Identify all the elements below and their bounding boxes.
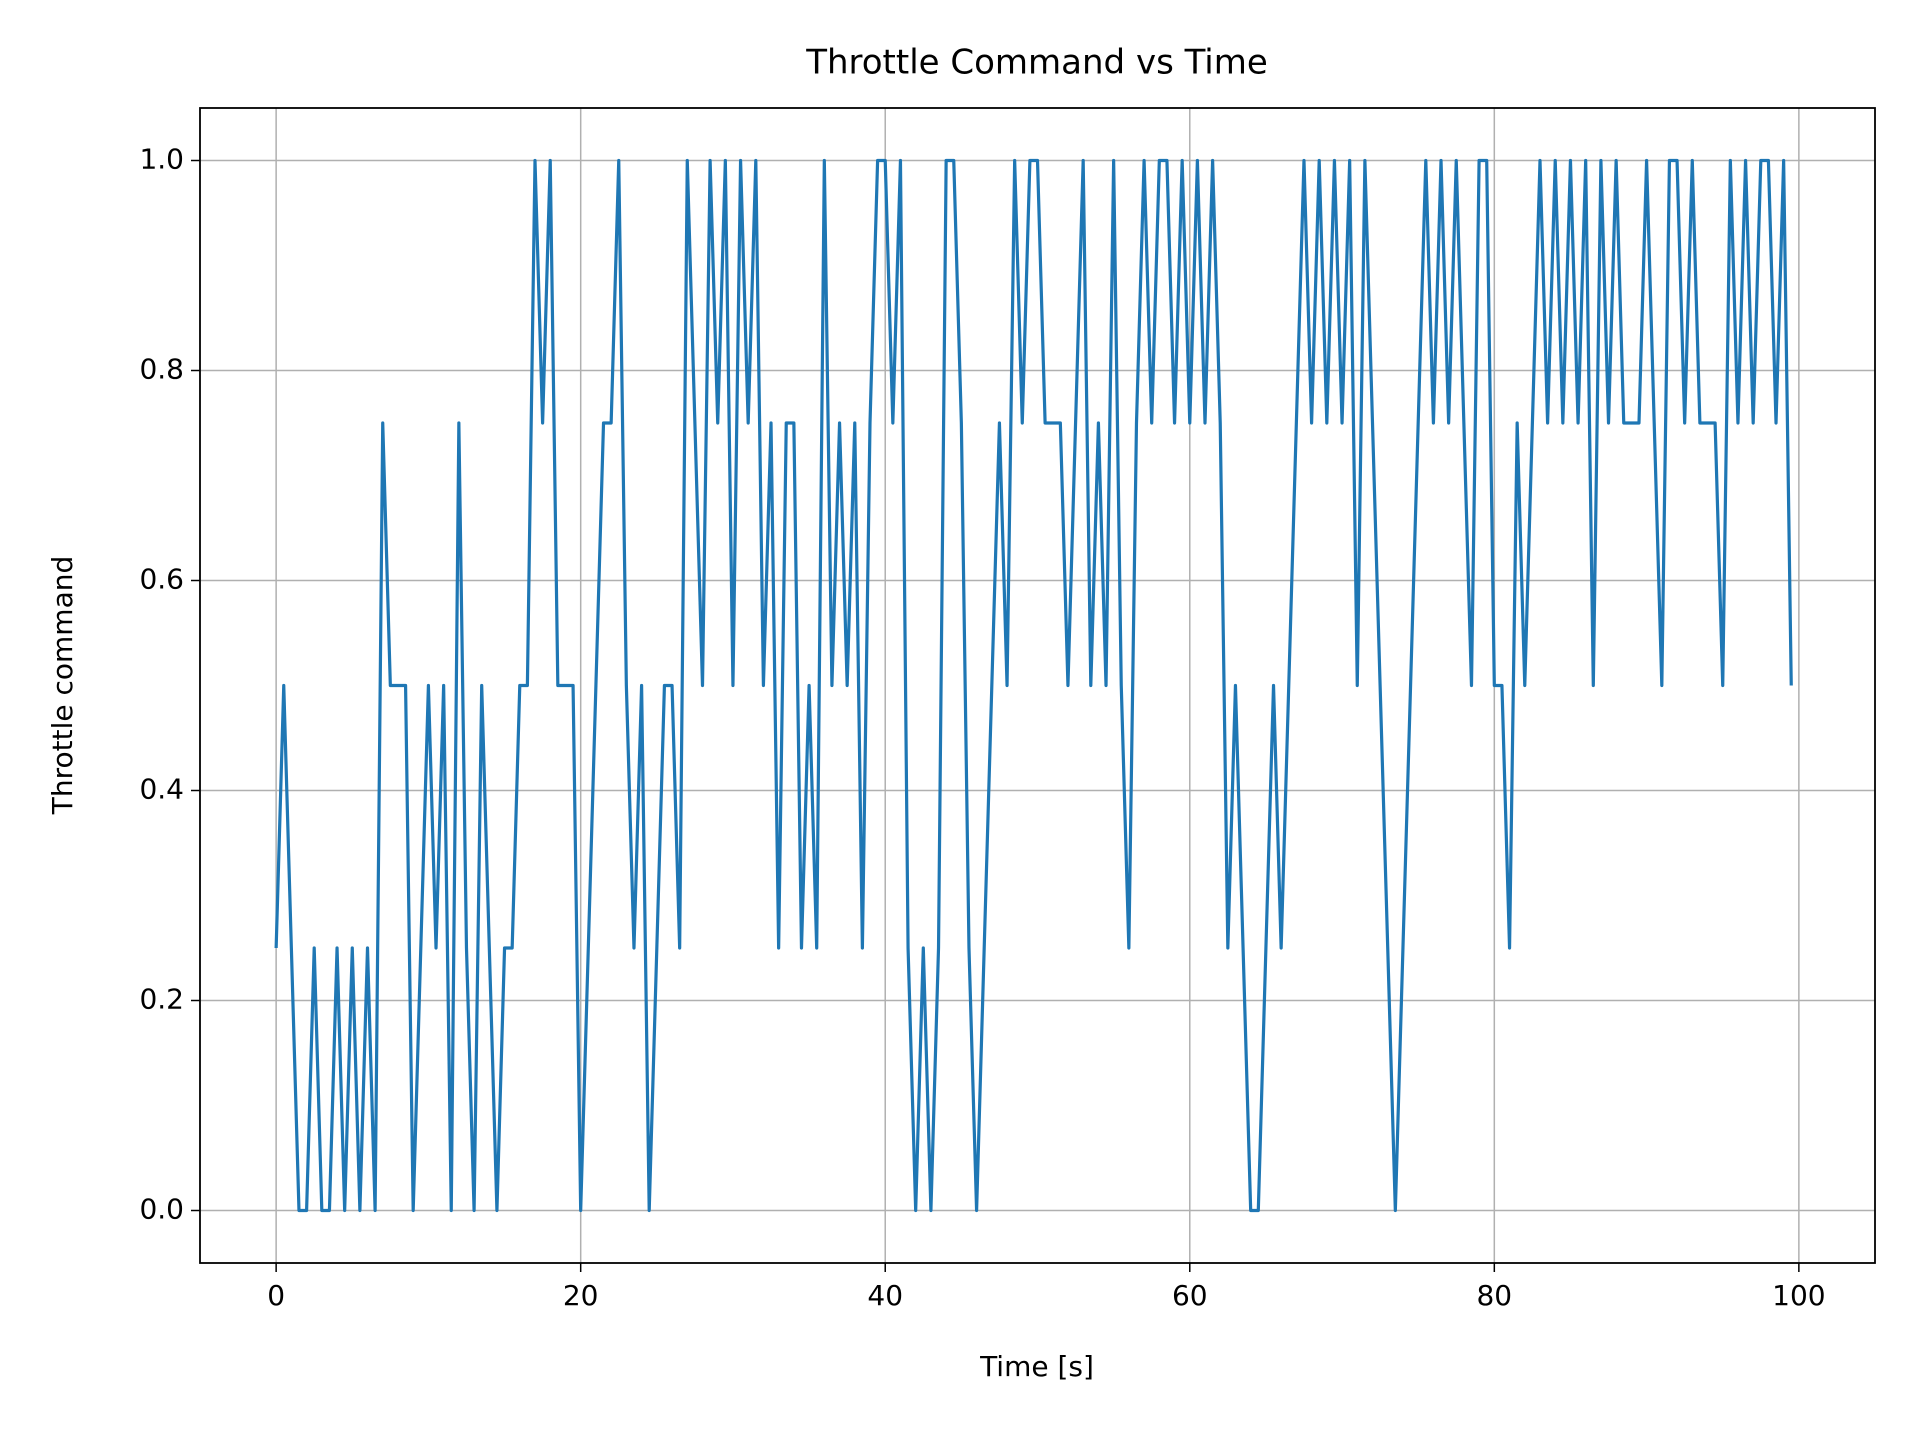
x-tick-label: 40 [867,1279,903,1312]
y-tick-label: 0.2 [139,983,184,1016]
y-tick-label: 0.6 [139,563,184,596]
y-axis-label: Throttle command [46,556,79,816]
x-tick-label: 60 [1172,1279,1208,1312]
x-axis-label: Time [s] [979,1350,1094,1383]
x-tick-label: 20 [563,1279,599,1312]
x-tick-label: 80 [1476,1279,1512,1312]
y-tick-label: 0.0 [139,1193,184,1226]
chart-title: Throttle Command vs Time [805,43,1268,83]
y-tick-label: 1.0 [139,143,184,176]
plot-frame [199,107,1876,1264]
y-tick-label: 0.8 [139,353,184,386]
x-tick-label: 100 [1772,1279,1825,1312]
x-tick-label: 0 [267,1279,285,1312]
y-tick-label: 0.4 [139,773,184,806]
data-line [274,158,1793,1213]
